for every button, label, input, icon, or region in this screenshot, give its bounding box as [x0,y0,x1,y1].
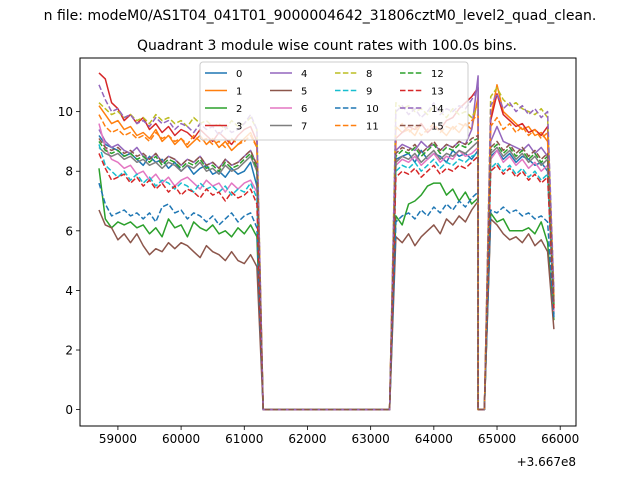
x-tick-label: 60000 [162,432,200,446]
y-tick-label: 2 [65,344,73,358]
legend-label-2: 2 [236,104,242,115]
x-tick-label: 65000 [478,432,516,446]
series-line-9 [98,144,555,411]
y-tick-label: 0 [65,403,73,417]
legend-label-15: 15 [431,122,444,133]
y-tick-label: 6 [65,224,73,238]
x-axis: 59000 60000 61000 62000 63000 64000 65000 66000 [99,426,579,446]
x-tick-label: 59000 [99,432,137,446]
legend-label-9: 9 [366,87,372,98]
x-tick-label: 64000 [415,432,453,446]
legend-box [199,61,469,141]
legend-label-1: 1 [236,87,242,98]
legend-label-5: 5 [301,87,307,98]
legend-label-10: 10 [366,104,379,115]
legend-label-12: 12 [431,69,444,80]
x-tick-label: 63000 [352,432,390,446]
plot-frame [79,57,577,427]
series-line-15 [98,134,555,411]
x-tick-label: 66000 [541,432,579,446]
y-tick-label: 4 [65,284,73,298]
x-tick-label: 61000 [225,432,263,446]
legend-label-13: 13 [431,87,444,98]
figure-suptitle: n file: modeM0/AS1T04_041T01_9000004642_… [44,8,597,24]
legend-label-8: 8 [366,69,372,80]
x-axis-offset-label: +3.667e8 [517,455,576,469]
x-tick-label: 62000 [288,432,326,446]
chart-title: Quadrant 3 module wise count rates with … [137,38,517,54]
legend-label-6: 6 [301,104,307,115]
series-line-11 [98,113,555,411]
legend-label-4: 4 [301,69,307,80]
series-line-14 [98,84,555,411]
legend-label-7: 7 [301,122,307,133]
legend-label-0: 0 [236,69,242,80]
series-lines [98,72,555,411]
y-tick-label: 10 [58,105,73,119]
legend-label-3: 3 [236,122,242,133]
legend-label-11: 11 [366,122,379,133]
y-axis: 0 2 4 6 8 10 [58,105,80,417]
legend-label-14: 14 [431,104,444,115]
y-tick-label: 8 [65,165,73,179]
